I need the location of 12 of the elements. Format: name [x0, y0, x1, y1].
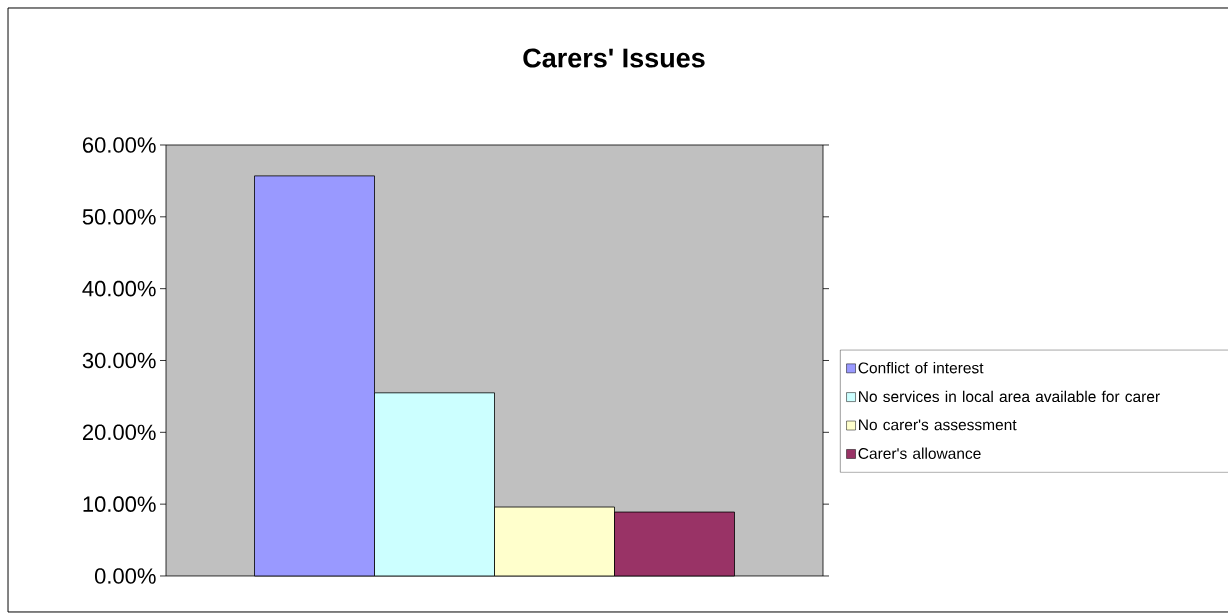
y-tick-label: 10.00% — [83, 496, 156, 512]
y-tick-label: 40.00% — [82, 280, 156, 297]
legend-label: Conflict of interest — [858, 361, 984, 374]
y-tick-label: 50.00% — [82, 209, 156, 225]
y-tick-label: 60.00% — [82, 137, 156, 153]
chart-title: Carers' Issues — [523, 48, 705, 68]
legend-label: No services in local area available for carer — [859, 390, 1160, 403]
legend-label: Carer's allowance — [858, 447, 981, 459]
y-tick-label: 20.00% — [82, 424, 156, 441]
y-tick-label: 30.00% — [82, 352, 156, 369]
legend-label: No carer's assessment — [859, 419, 1017, 431]
y-tick-label: 0.00% — [94, 568, 156, 584]
